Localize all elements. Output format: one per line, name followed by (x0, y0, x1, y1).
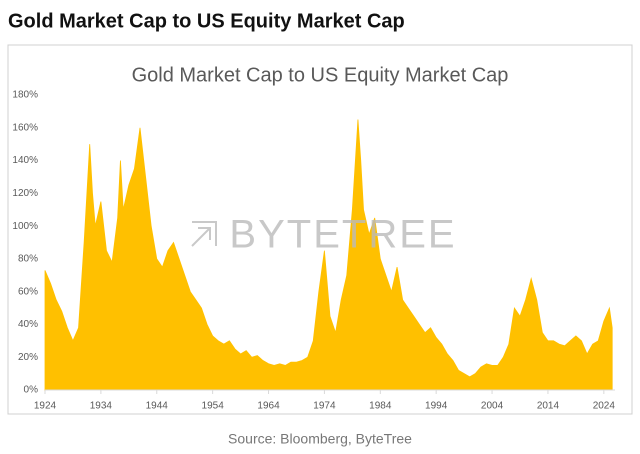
plot: 0% 20% 40% 60% 80% 100% 120% 140% 160% 180% 1924 19… (12, 90, 615, 412)
y-tick-label: 80% (18, 254, 38, 265)
y-tick-label: 180% (12, 90, 38, 101)
y-tick-label: 60% (18, 286, 38, 297)
source: Source: Bloomberg, ByteTree (228, 431, 412, 447)
x-tick-label: 2004 (481, 401, 504, 412)
y-tick-label: 120% (12, 188, 38, 199)
x-tick-label: 1934 (90, 401, 113, 412)
x-tick-label: 1954 (202, 401, 225, 412)
watermark-icon (191, 221, 217, 247)
x-tick-label: 2014 (537, 401, 560, 412)
x-tick-label: 1964 (257, 401, 280, 412)
x-tick-label: 2024 (593, 401, 616, 412)
chart-title: Gold Market Cap to US Equity Market Cap (132, 64, 509, 86)
x-tick-label: 1944 (146, 401, 169, 412)
x-tick-label: 1984 (369, 401, 392, 412)
y-tick-label: 140% (12, 155, 38, 166)
y-tick-label: 40% (18, 319, 38, 330)
page-title: Gold Market Cap to US Equity Market Cap (8, 10, 405, 32)
x-tick-label: 1974 (313, 401, 336, 412)
area (44, 119, 613, 391)
x-tick-label: 1924 (34, 401, 57, 412)
watermark: BYTETREE (229, 213, 456, 257)
y-tick-label: 100% (12, 221, 38, 232)
y-tick-label: 20% (18, 352, 38, 363)
y-tick-label: 0% (24, 385, 39, 396)
y-tick-label: 160% (12, 122, 38, 133)
x-tick-label: 1994 (425, 401, 448, 412)
